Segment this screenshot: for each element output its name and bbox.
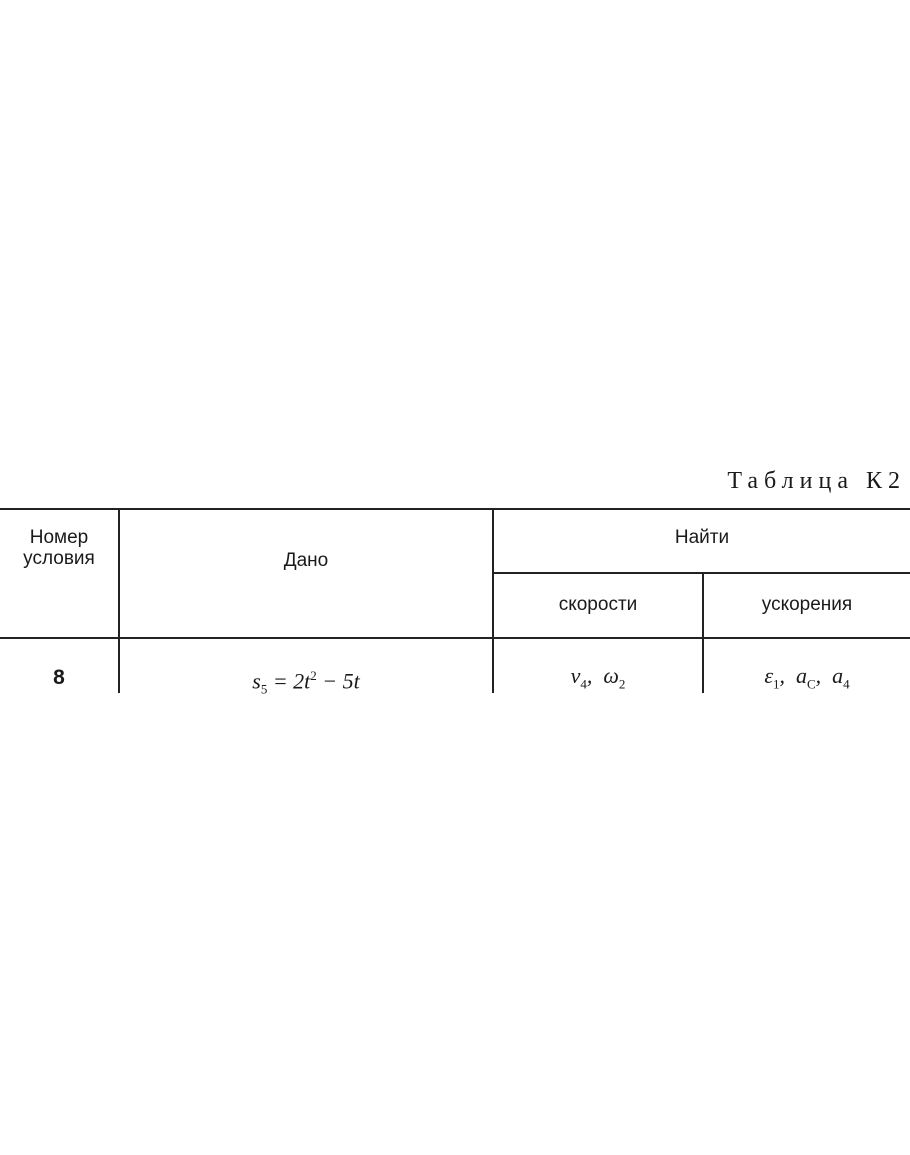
table-title: Таблица К2 — [727, 468, 906, 494]
given-formula: s5 = 2t2 − 5t — [120, 665, 492, 700]
formula-eq: = 2t — [267, 668, 311, 694]
formula-sub: 5 — [260, 681, 268, 697]
subscript: C — [807, 676, 816, 692]
symbol: ω — [603, 663, 619, 688]
symbol: a — [832, 663, 844, 688]
subscript: 4 — [843, 676, 850, 692]
header-bottom-rule — [0, 637, 910, 639]
symbol: v — [570, 663, 581, 688]
symbol: a — [796, 663, 807, 688]
formula-rest: − 5t — [316, 668, 360, 694]
header-find: Найти — [674, 527, 730, 548]
formula-sup: 2 — [310, 668, 317, 683]
header-velocities: скорости — [558, 594, 638, 615]
subscript: 1 — [773, 676, 780, 692]
header-number: Номер условия — [23, 527, 95, 569]
col-divider — [118, 508, 120, 693]
accelerations-cell: ε1, aC, a4 — [764, 663, 850, 692]
col-divider — [702, 573, 704, 693]
header-accelerations: ускорения — [761, 594, 853, 615]
row-number: 8 — [53, 666, 65, 689]
subscript: 2 — [618, 676, 626, 692]
formula-var: s — [252, 668, 261, 694]
subscript: 4 — [580, 676, 587, 692]
velocities-cell: v4, ω2 — [570, 663, 626, 692]
find-divider — [493, 572, 910, 574]
symbol: ε — [764, 663, 773, 688]
table-top-rule — [0, 508, 910, 510]
header-given: Дано — [283, 550, 329, 571]
col-divider — [492, 508, 494, 693]
